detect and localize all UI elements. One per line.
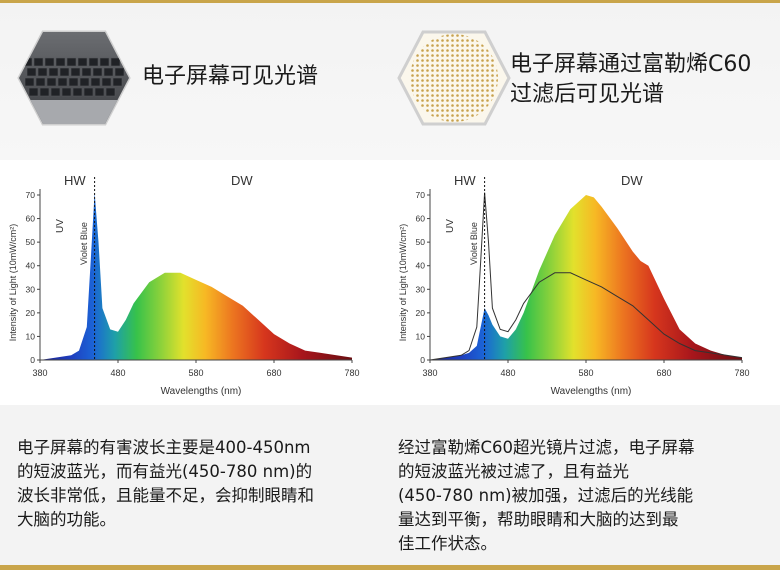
top-gold-border — [0, 0, 780, 3]
left-description-line: 波长非常低，且能量不足，会抑制眼睛和 — [17, 486, 314, 505]
laptop-keyboard-icon — [17, 30, 131, 126]
right-description-line: (450-780 nm)被加强，过滤后的光线能 — [398, 486, 694, 505]
fullerene-dots-icon — [397, 30, 511, 126]
region-label-hw: HW — [64, 173, 86, 188]
description-band — [0, 405, 780, 565]
y-axis-title: Intensity of Light (10mW/cm²) — [398, 224, 408, 342]
header-band — [0, 3, 780, 160]
right-header-title: 电子屏幕通过富勒烯C60 过滤后可见光谱 — [510, 50, 751, 110]
right-title-line-2: 过滤后可见光谱 — [510, 82, 665, 107]
region-label-hw: HW — [454, 173, 476, 188]
y-tick-label: 50 — [416, 237, 426, 247]
x-tick-label: 780 — [344, 368, 359, 378]
left-description: 电子屏幕的有害波长主要是400-450nm 的短波蓝光，而有益光(450-780… — [17, 436, 314, 532]
annotation-violet-blue: Violet Blue — [79, 222, 89, 265]
x-tick-label: 580 — [578, 368, 593, 378]
y-tick-label: 50 — [26, 237, 36, 247]
y-tick-label: 0 — [420, 355, 425, 365]
y-tick-label: 30 — [26, 284, 36, 294]
bottom-gold-border — [0, 565, 780, 570]
y-tick-label: 0 — [30, 355, 35, 365]
y-tick-label: 40 — [416, 261, 426, 271]
x-tick-label: 680 — [656, 368, 671, 378]
region-label-dw: DW — [231, 173, 253, 188]
y-tick-label: 40 — [26, 261, 36, 271]
screen-spectrum-chart: HW DW UV Violet Blue 0 10 20 30 40 50 60 70 380 480 58… — [8, 173, 360, 397]
x-tick-label: 480 — [110, 368, 125, 378]
y-tick-label: 20 — [26, 308, 36, 318]
y-tick-label: 20 — [416, 308, 426, 318]
x-tick-label: 680 — [266, 368, 281, 378]
region-label-dw: DW — [621, 173, 643, 188]
x-tick-label: 380 — [422, 368, 437, 378]
x-tick-label: 780 — [734, 368, 749, 378]
right-description-line: 量达到平衡，帮助眼睛和大脑的达到最 — [398, 510, 679, 529]
y-tick-label: 60 — [416, 214, 426, 224]
right-title-line-1: 电子屏幕通过富勒烯C60 — [510, 52, 752, 77]
right-description-line: 佳工作状态。 — [398, 534, 497, 553]
x-axis-title: Wavelengths (nm) — [161, 386, 242, 397]
annotation-uv: UV — [55, 219, 66, 233]
original-spectrum-line — [429, 192, 743, 361]
x-tick-label: 380 — [32, 368, 47, 378]
right-description-line: 的短波蓝光被过滤了，且有益光 — [398, 462, 629, 481]
y-tick-label: 70 — [26, 190, 36, 200]
left-title-line: 电子屏幕可见光谱 — [142, 64, 319, 89]
annotation-uv: UV — [445, 219, 456, 233]
annotation-violet-blue: Violet Blue — [469, 222, 479, 265]
left-description-line: 电子屏幕的有害波长主要是400-450nm — [17, 438, 311, 457]
right-description-line: 经过富勒烯C60超光镜片过滤，电子屏幕 — [398, 438, 695, 457]
filtered-spectrum-chart: HW DW UV Violet Blue 0 10 20 30 40 50 60 70 380 480 58… — [398, 173, 750, 397]
y-tick-label: 30 — [416, 284, 426, 294]
y-axis-title: Intensity of Light (10mW/cm²) — [8, 224, 18, 342]
left-header-title: 电子屏幕可见光谱 — [142, 62, 318, 92]
spectrum-area — [430, 195, 742, 360]
left-description-line: 大脑的功能。 — [17, 510, 116, 529]
spectrum-area — [40, 192, 352, 360]
x-axis-title: Wavelengths (nm) — [551, 386, 632, 397]
y-tick-label: 70 — [416, 190, 426, 200]
x-tick-label: 480 — [500, 368, 515, 378]
y-tick-label: 10 — [416, 331, 426, 341]
left-description-line: 的短波蓝光，而有益光(450-780 nm)的 — [17, 462, 313, 481]
right-description: 经过富勒烯C60超光镜片过滤，电子屏幕 的短波蓝光被过滤了，且有益光 (450-… — [398, 436, 695, 556]
y-tick-label: 10 — [26, 331, 36, 341]
x-tick-label: 580 — [188, 368, 203, 378]
y-tick-label: 60 — [26, 214, 36, 224]
